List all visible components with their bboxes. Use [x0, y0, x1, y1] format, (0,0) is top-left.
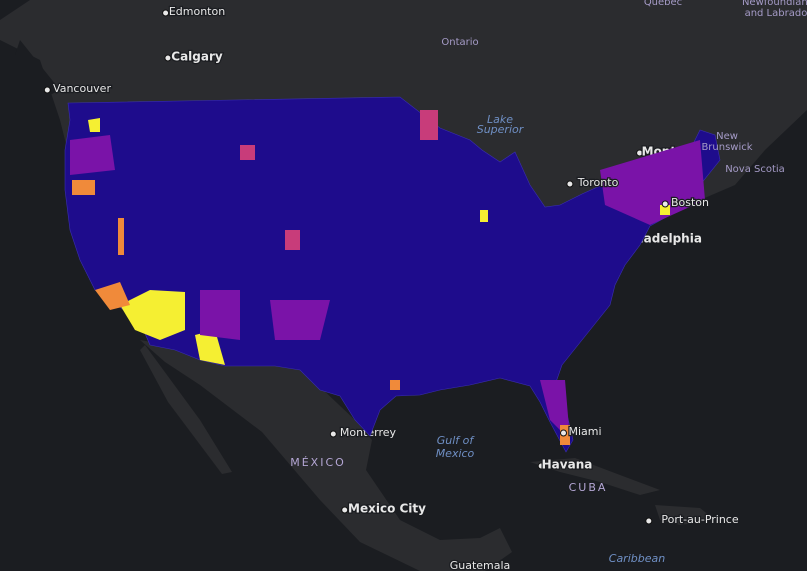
place-label: Mexico — [436, 447, 475, 460]
city-dot — [645, 517, 653, 525]
city-dot — [636, 149, 644, 157]
mexico-land — [140, 340, 512, 571]
county — [420, 110, 438, 140]
place-label: Nova Scotia — [725, 164, 785, 175]
place-label: New — [716, 131, 738, 142]
county — [70, 135, 115, 175]
place-label: Lake — [487, 113, 513, 126]
place-label: Port-au-Prince — [661, 513, 738, 526]
county — [285, 230, 300, 250]
county — [195, 330, 225, 365]
place-label: Gulf of — [437, 434, 476, 447]
place-label: Québec — [644, 0, 682, 8]
hispaniola — [655, 505, 715, 525]
place-label: Guatemala — [450, 559, 511, 571]
city-dot — [329, 430, 337, 438]
us-counties — [64, 96, 721, 453]
county — [118, 218, 124, 255]
place-label: Edmonton — [169, 5, 225, 18]
choropleth — [64, 96, 721, 453]
place-label: Vancouver — [53, 82, 111, 95]
city-dot — [162, 9, 170, 17]
place-label: MÉXICO — [290, 456, 346, 469]
county — [240, 145, 255, 160]
city-dot — [560, 429, 567, 437]
vancouver-island — [15, 40, 60, 95]
place-label: Toronto — [577, 176, 619, 189]
place-label: Superior — [477, 123, 525, 136]
cuba — [530, 458, 660, 495]
city-dot — [341, 506, 349, 514]
baja — [140, 345, 232, 474]
place-label: Newfoundland — [742, 0, 807, 8]
county — [95, 282, 130, 310]
labels: Edmonton Calgary Vancouver Ontario Québec New… — [43, 0, 807, 571]
city-dot — [661, 200, 669, 208]
county — [660, 205, 670, 215]
place-label: Boston — [671, 196, 709, 209]
place-label: Ontario — [441, 37, 478, 48]
county — [200, 290, 240, 340]
city-dot — [164, 54, 172, 62]
county — [72, 180, 95, 195]
county — [120, 290, 185, 340]
county — [390, 380, 400, 390]
place-label: CUBA — [569, 481, 608, 494]
place-label: Havana — [542, 458, 593, 472]
county — [270, 300, 330, 340]
county — [480, 210, 488, 222]
city-dot — [537, 462, 545, 470]
place-label: Mexico City — [348, 502, 426, 516]
county-highlights — [70, 110, 705, 445]
place-label: Calgary — [171, 50, 223, 64]
place-label: Miami — [568, 425, 601, 438]
place-label: Caribbean — [609, 552, 665, 565]
county — [600, 140, 705, 225]
city-dot — [566, 180, 574, 188]
city-dot — [43, 86, 51, 94]
place-label: Brunswick — [701, 142, 752, 153]
place-label: and Labrador — [745, 8, 807, 19]
county — [88, 118, 100, 132]
